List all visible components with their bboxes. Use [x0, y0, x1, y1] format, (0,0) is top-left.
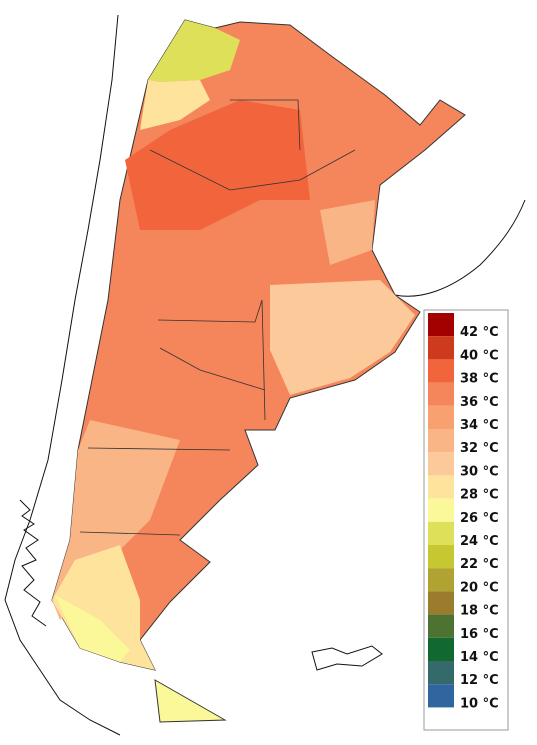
islands [311, 645, 383, 671]
chile-islands [19, 499, 47, 627]
legend-label: 16 °C [460, 627, 499, 642]
legend-swatch [428, 336, 454, 360]
legend-label: 38 °C [460, 372, 499, 387]
zone-hot [125, 100, 310, 230]
legend-swatch [428, 429, 454, 453]
zone-cool-north [148, 20, 240, 82]
legend-label: 34 °C [460, 418, 499, 433]
legend-swatch [428, 475, 454, 499]
legend-label: 26 °C [460, 511, 499, 526]
tierra-del-fuego [154, 679, 227, 723]
legend-swatch [428, 359, 454, 383]
legend-swatch [428, 661, 454, 685]
legend-label: 40 °C [460, 348, 499, 363]
legend-label: 12 °C [460, 673, 499, 688]
legend: 42 °C 40 °C 38 °C 36 °C 34 °C 32 °C 30 °C 28 °C… [423, 309, 509, 731]
legend-swatch [428, 382, 454, 406]
legend-label: 22 °C [460, 557, 499, 572]
uruguay-coast [394, 199, 526, 297]
legend-swatch [428, 591, 454, 615]
legend-swatch [428, 637, 454, 661]
zone-mild-north [140, 80, 210, 130]
legend-label: 30 °C [460, 464, 499, 479]
legend-label: 20 °C [460, 580, 499, 595]
legend-swatch [428, 545, 454, 569]
legend-label: 14 °C [460, 650, 499, 665]
legend-label: 10 °C [460, 696, 499, 711]
legend-swatch [428, 568, 454, 592]
legend-label: 28 °C [460, 488, 499, 503]
zone-buenos-aires [270, 280, 415, 395]
legend-swatch [428, 313, 454, 337]
legend-label: 42 °C [460, 325, 499, 340]
legend-label: 24 °C [460, 534, 499, 549]
legend-swatch [428, 498, 454, 522]
legend-swatch [428, 452, 454, 476]
zone-entre-rios [320, 200, 375, 265]
legend-swatch [428, 405, 454, 429]
zone-far-south [55, 595, 130, 662]
province-borders [79, 99, 356, 536]
legend-label: 32 °C [460, 441, 499, 456]
neighbor-coast [4, 14, 121, 736]
legend-label: 18 °C [460, 604, 499, 619]
legend-swatch [428, 614, 454, 638]
legend-label: 36 °C [460, 395, 499, 410]
legend-swatch [428, 521, 454, 545]
legend-swatch [428, 684, 454, 708]
